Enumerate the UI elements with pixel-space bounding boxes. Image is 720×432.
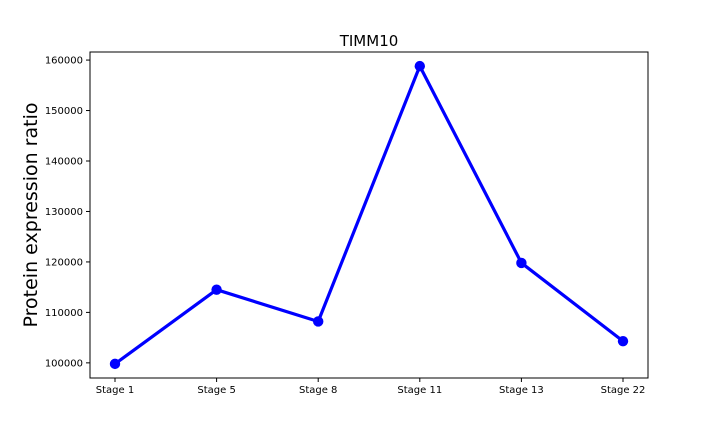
series-layer — [109, 60, 629, 370]
chart-title: TIMM10 — [339, 32, 399, 50]
y-tick-label: 150000 — [45, 106, 83, 117]
data-point — [109, 358, 121, 370]
data-point — [211, 284, 222, 295]
data-point — [516, 257, 527, 269]
data-point — [414, 60, 425, 72]
data-point — [313, 316, 324, 327]
y-axis-title: Protein expression ratio — [20, 103, 42, 328]
x-tick-label: Stage 22 — [601, 385, 646, 396]
series-line — [113, 64, 625, 366]
y-tick-label: 140000 — [45, 157, 83, 168]
y-tick-label: 110000 — [45, 308, 83, 319]
x-tick-label: Stage 11 — [397, 385, 442, 396]
x-tick-label: Stage 1 — [96, 385, 134, 396]
x-tick-label: Stage 13 — [499, 385, 544, 396]
x-tick-label: Stage 5 — [197, 385, 235, 396]
plot-frame — [89, 51, 649, 379]
y-tick-label: 160000 — [45, 56, 83, 67]
y-tick-label: 130000 — [45, 207, 83, 218]
x-axis: Stage 1 Stage 5 Stage 8 Stage 11 Stage 13 Sta… — [96, 378, 646, 396]
data-point — [617, 335, 629, 347]
y-axis: 100000 110000 120000 130000 140000 150000 1600… — [45, 56, 90, 369]
plot-area: 100000 110000 120000 130000 140000 150000 1600… — [45, 51, 649, 396]
x-tick-label: Stage 8 — [299, 385, 337, 396]
y-tick-label: 120000 — [45, 257, 83, 268]
y-tick-label: 100000 — [45, 358, 83, 369]
